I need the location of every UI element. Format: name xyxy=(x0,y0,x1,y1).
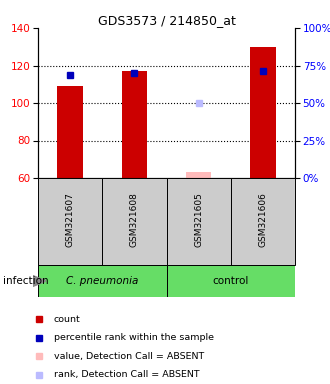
Text: GSM321606: GSM321606 xyxy=(258,192,267,247)
Bar xyxy=(57,86,83,178)
Text: GSM321608: GSM321608 xyxy=(130,192,139,247)
Title: GDS3573 / 214850_at: GDS3573 / 214850_at xyxy=(98,14,235,27)
Bar xyxy=(186,172,212,178)
Polygon shape xyxy=(33,276,46,286)
Bar xyxy=(231,178,295,265)
Text: GSM321607: GSM321607 xyxy=(66,192,75,247)
Text: percentile rank within the sample: percentile rank within the sample xyxy=(54,333,214,342)
Bar xyxy=(102,178,167,265)
Bar xyxy=(250,47,276,178)
Text: GSM321605: GSM321605 xyxy=(194,192,203,247)
Bar xyxy=(167,178,231,265)
Text: rank, Detection Call = ABSENT: rank, Detection Call = ABSENT xyxy=(54,370,199,379)
Text: C. pneumonia: C. pneumonia xyxy=(66,276,139,286)
Text: count: count xyxy=(54,315,81,324)
Text: value, Detection Call = ABSENT: value, Detection Call = ABSENT xyxy=(54,352,204,361)
Bar xyxy=(121,71,147,178)
Text: infection: infection xyxy=(3,276,49,286)
Bar xyxy=(38,178,102,265)
Bar xyxy=(38,265,167,297)
Text: control: control xyxy=(213,276,249,286)
Bar xyxy=(167,265,295,297)
